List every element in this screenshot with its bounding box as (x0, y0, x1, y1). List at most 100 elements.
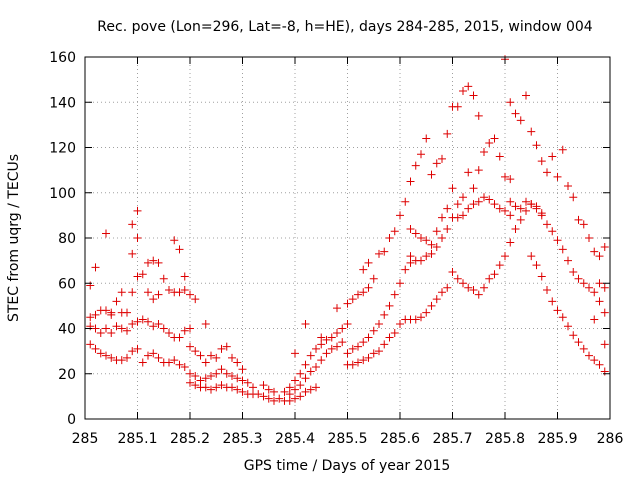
data-point (327, 333, 336, 342)
data-point (443, 204, 452, 213)
data-points (86, 55, 609, 405)
data-point (359, 265, 368, 274)
y-tick-label: 140 (49, 95, 76, 111)
data-point (427, 301, 436, 310)
data-point (186, 324, 194, 333)
data-point (432, 159, 441, 168)
data-point (506, 211, 515, 220)
data-point (595, 252, 604, 261)
data-point (165, 329, 173, 338)
data-point (427, 240, 436, 249)
data-point (369, 349, 378, 358)
data-point (506, 98, 515, 107)
data-point (501, 172, 509, 181)
data-point (233, 385, 242, 394)
data-point (590, 288, 599, 297)
y-tick-label: 100 (49, 186, 76, 202)
data-point (396, 319, 404, 328)
data-point (154, 353, 163, 362)
data-point (569, 267, 578, 276)
data-point (128, 220, 137, 229)
data-point (217, 365, 226, 374)
data-point (375, 347, 383, 356)
data-point (590, 315, 599, 324)
data-point (117, 356, 126, 365)
data-point (348, 344, 357, 353)
data-point (359, 338, 368, 347)
y-tick-label: 20 (58, 367, 76, 383)
data-point (453, 200, 462, 209)
x-tick-label: 285.7 (432, 431, 472, 447)
data-point (107, 329, 116, 338)
data-point (259, 392, 268, 401)
data-point (112, 322, 121, 331)
data-point (579, 220, 588, 229)
data-point (249, 383, 257, 392)
data-point (191, 372, 200, 381)
data-point (354, 342, 362, 351)
y-tick-label: 60 (58, 276, 76, 292)
data-point (243, 378, 252, 387)
data-point (322, 349, 331, 358)
data-point (522, 206, 530, 215)
data-point (564, 181, 572, 190)
data-point (390, 227, 399, 236)
data-point (264, 394, 273, 403)
data-point (485, 138, 494, 147)
data-point (354, 358, 362, 367)
data-point (212, 383, 221, 392)
data-point (117, 288, 126, 297)
data-point (516, 116, 525, 125)
data-point (128, 319, 137, 328)
data-point (406, 224, 415, 233)
data-point (511, 202, 520, 211)
data-point (490, 270, 499, 279)
data-point (86, 340, 95, 349)
data-point (207, 385, 215, 394)
x-tick-label: 285.1 (117, 431, 157, 447)
data-point (485, 274, 494, 283)
data-point (186, 378, 194, 387)
data-point (453, 274, 462, 283)
data-point (91, 263, 100, 272)
data-point (238, 365, 247, 374)
data-point (364, 353, 373, 362)
x-tick-label: 285 (72, 431, 99, 447)
axis-ticks (84, 56, 611, 420)
data-point (186, 290, 194, 299)
data-point (175, 360, 184, 369)
data-point (123, 308, 131, 317)
data-point (306, 351, 315, 360)
data-point (180, 326, 189, 335)
data-point (91, 310, 100, 319)
data-point (469, 91, 478, 100)
data-point (564, 256, 572, 265)
data-point (201, 358, 210, 367)
data-point (359, 288, 368, 297)
data-point (438, 288, 446, 297)
data-point (144, 258, 152, 267)
y-tick-label: 120 (49, 141, 76, 157)
data-point (595, 297, 604, 306)
data-point (553, 236, 562, 245)
data-point (317, 356, 326, 365)
data-point (417, 234, 425, 242)
data-point (191, 295, 200, 304)
data-point (175, 288, 184, 297)
data-point (390, 329, 399, 338)
data-point (296, 381, 305, 390)
data-point (537, 209, 546, 218)
data-point (91, 344, 100, 353)
data-point (149, 256, 158, 265)
data-point (600, 308, 609, 317)
data-point (301, 360, 310, 369)
data-point (201, 319, 210, 328)
data-point (364, 258, 373, 267)
data-point (86, 281, 95, 290)
data-point (579, 344, 588, 353)
data-point (333, 304, 341, 313)
data-point (485, 195, 494, 204)
data-point (527, 127, 536, 136)
data-point (180, 272, 189, 281)
data-point (102, 351, 110, 360)
